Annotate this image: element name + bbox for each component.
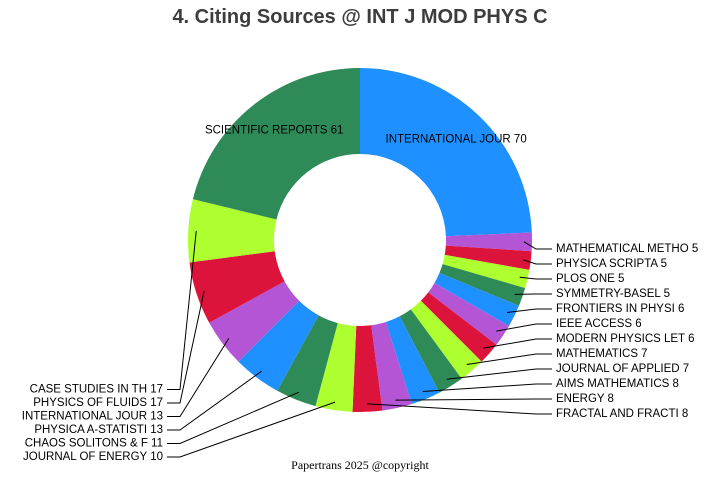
slice-label: PHYSICA A-STATISTI 13 <box>34 424 163 436</box>
donut-slice <box>444 245 532 270</box>
donut-slice <box>352 325 383 413</box>
leader-line <box>483 338 552 349</box>
leader-line <box>507 308 552 314</box>
donut-slice <box>439 264 526 306</box>
donut-slice <box>277 315 338 407</box>
slice-label: FRACTAL AND FRACTI 8 <box>556 408 688 420</box>
leader-line <box>167 370 262 431</box>
donut-slice <box>445 232 532 252</box>
donut-slice <box>315 323 357 412</box>
copyright-footer: Papertrans 2025 @copyright <box>291 458 429 472</box>
slice-label: CASE STUDIES IN TH 17 <box>30 384 163 396</box>
leader-line <box>496 323 552 332</box>
donut-slice <box>371 322 412 411</box>
slice-label: SYMMETRY-BASEL 5 <box>556 288 670 300</box>
donut-slice <box>192 68 360 220</box>
slice-label: SCIENTIFIC REPORTS 61 <box>205 125 343 137</box>
leader-line <box>167 401 336 458</box>
donut-slice <box>442 254 530 289</box>
leader-line <box>167 290 205 404</box>
donut-slice <box>188 199 277 263</box>
donut-slice <box>399 309 462 393</box>
chart-title: 4. Citing Sources @ INT J MOD PHYS C <box>172 6 548 28</box>
donut-slice <box>209 281 300 362</box>
donut-slice <box>420 292 497 362</box>
leader-line <box>367 403 552 415</box>
donut-slice <box>410 300 482 379</box>
slice-label: AIMS MATHEMATICS 8 <box>556 378 679 390</box>
donut-slice <box>238 300 319 391</box>
slice-label: FRONTIERS IN PHYSI 6 <box>556 303 684 315</box>
slice-label: PHYSICA SCRIPTA 5 <box>556 258 667 270</box>
leader-line <box>422 383 552 393</box>
donut-slice <box>189 251 285 323</box>
slice-label: CHAOS SOLITONS & F 11 <box>25 438 163 450</box>
leader-line <box>522 259 552 265</box>
leader-line <box>446 368 552 380</box>
slice-label: PHYSICS OF FLUIDS 17 <box>33 397 163 409</box>
leader-line <box>167 231 197 390</box>
donut-slice <box>385 316 440 405</box>
slice-label: MATHEMATICAL METHO 5 <box>556 243 698 255</box>
leader-line <box>395 398 552 401</box>
slice-label: INTERNATIONAL JOUR 70 <box>386 134 527 146</box>
donut-slice <box>428 283 509 345</box>
slice-label: IEEE ACCESS 6 <box>556 318 642 330</box>
leader-line <box>466 353 552 365</box>
slice-label: MATHEMATICS 7 <box>556 348 648 360</box>
donut-slice <box>360 68 532 237</box>
leader-line <box>523 241 552 250</box>
slice-label: MODERN PHYSICS LET 6 <box>556 333 694 345</box>
slice-label: ENERGY 8 <box>556 393 614 405</box>
leader-line <box>167 338 230 417</box>
slice-label: JOURNAL OF ENERGY 10 <box>23 451 163 463</box>
slice-label: PLOS ONE 5 <box>556 273 624 285</box>
slice-label: INTERNATIONAL JOUR 13 <box>22 411 163 423</box>
donut-slice <box>434 272 519 326</box>
leader-line <box>167 391 300 444</box>
leader-line <box>519 276 552 280</box>
slice-label: JOURNAL OF APPLIED 7 <box>556 363 689 375</box>
